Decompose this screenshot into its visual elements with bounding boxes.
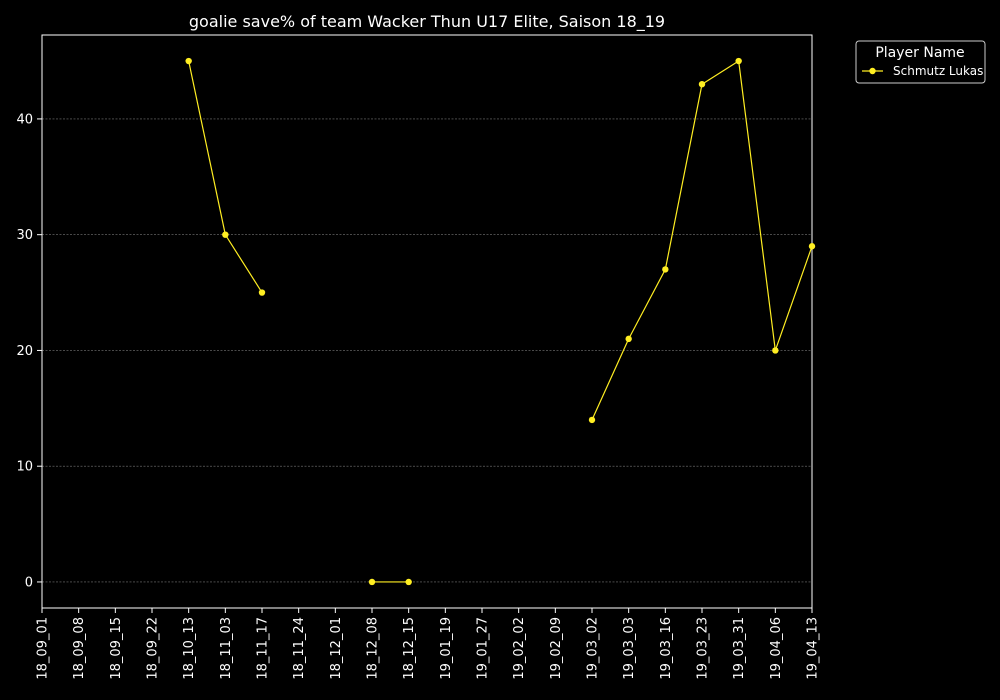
x-tick-label: 19_03_03 [622,617,637,680]
x-tick-label: 19_03_31 [732,617,747,680]
series-layer [185,57,816,586]
x-tick-label: 18_10_13 [182,617,197,680]
data-point [735,57,742,65]
data-point [698,80,706,88]
series-line [188,60,263,293]
series-line [591,60,813,421]
legend-title: Player Name [875,45,964,61]
x-axis: 18_09_01 18_09_08 18_09_15 18_09_22 18_10_13… [36,608,821,680]
chart-title: goalie save% of team Wacker Thun U17 Eli… [189,12,665,32]
data-point [662,266,669,273]
data-point [405,578,412,586]
data-point [368,578,376,586]
x-tick-label: 18_12_15 [402,617,417,680]
x-tick-label: 18_11_03 [219,617,234,680]
x-tick-label: 18_11_17 [256,617,271,680]
x-tick-label: 18_11_24 [292,617,307,680]
x-tick-label: 19_04_06 [769,617,784,680]
x-tick-label: 18_12_08 [366,617,381,680]
grid [42,118,812,583]
x-tick-label: 19_02_02 [512,617,527,680]
legend-box [855,40,986,84]
x-tick-label: 18_09_22 [146,617,161,680]
x-tick-label: 19_03_16 [659,617,674,680]
legend-point-marker [869,67,876,75]
x-tick-label: 18_09_08 [72,617,87,680]
x-tick-label: 19_02_09 [549,617,564,680]
y-tick-label: 20 [16,344,33,359]
x-tick-label: 18_12_01 [329,617,344,680]
y-tick-label: 10 [16,460,33,475]
plot-frame [41,34,813,609]
data-point [808,243,816,250]
x-tick-label: 19_01_19 [439,617,454,680]
data-point [258,289,266,296]
data-point [222,231,229,238]
y-axis: 0 10 20 30 40 [16,112,42,590]
x-tick-label: 19_03_02 [586,617,601,680]
x-tick-label: 18_09_15 [109,617,124,680]
data-point [185,57,192,65]
y-tick-label: 0 [25,575,33,590]
data-point [625,335,632,343]
x-tick-label: 18_09_01 [36,617,51,680]
y-tick-label: 30 [16,228,33,243]
x-tick-label: 19_04_13 [806,617,821,680]
y-tick-label: 40 [16,112,33,127]
data-point [588,416,596,424]
x-tick-label: 19_03_23 [696,617,711,680]
x-tick-label: 19_01_27 [476,617,491,680]
legend-label: Schmutz Lukas [893,64,983,78]
legend: Player Name Schmutz Lukas [855,40,986,84]
data-point [772,347,779,354]
